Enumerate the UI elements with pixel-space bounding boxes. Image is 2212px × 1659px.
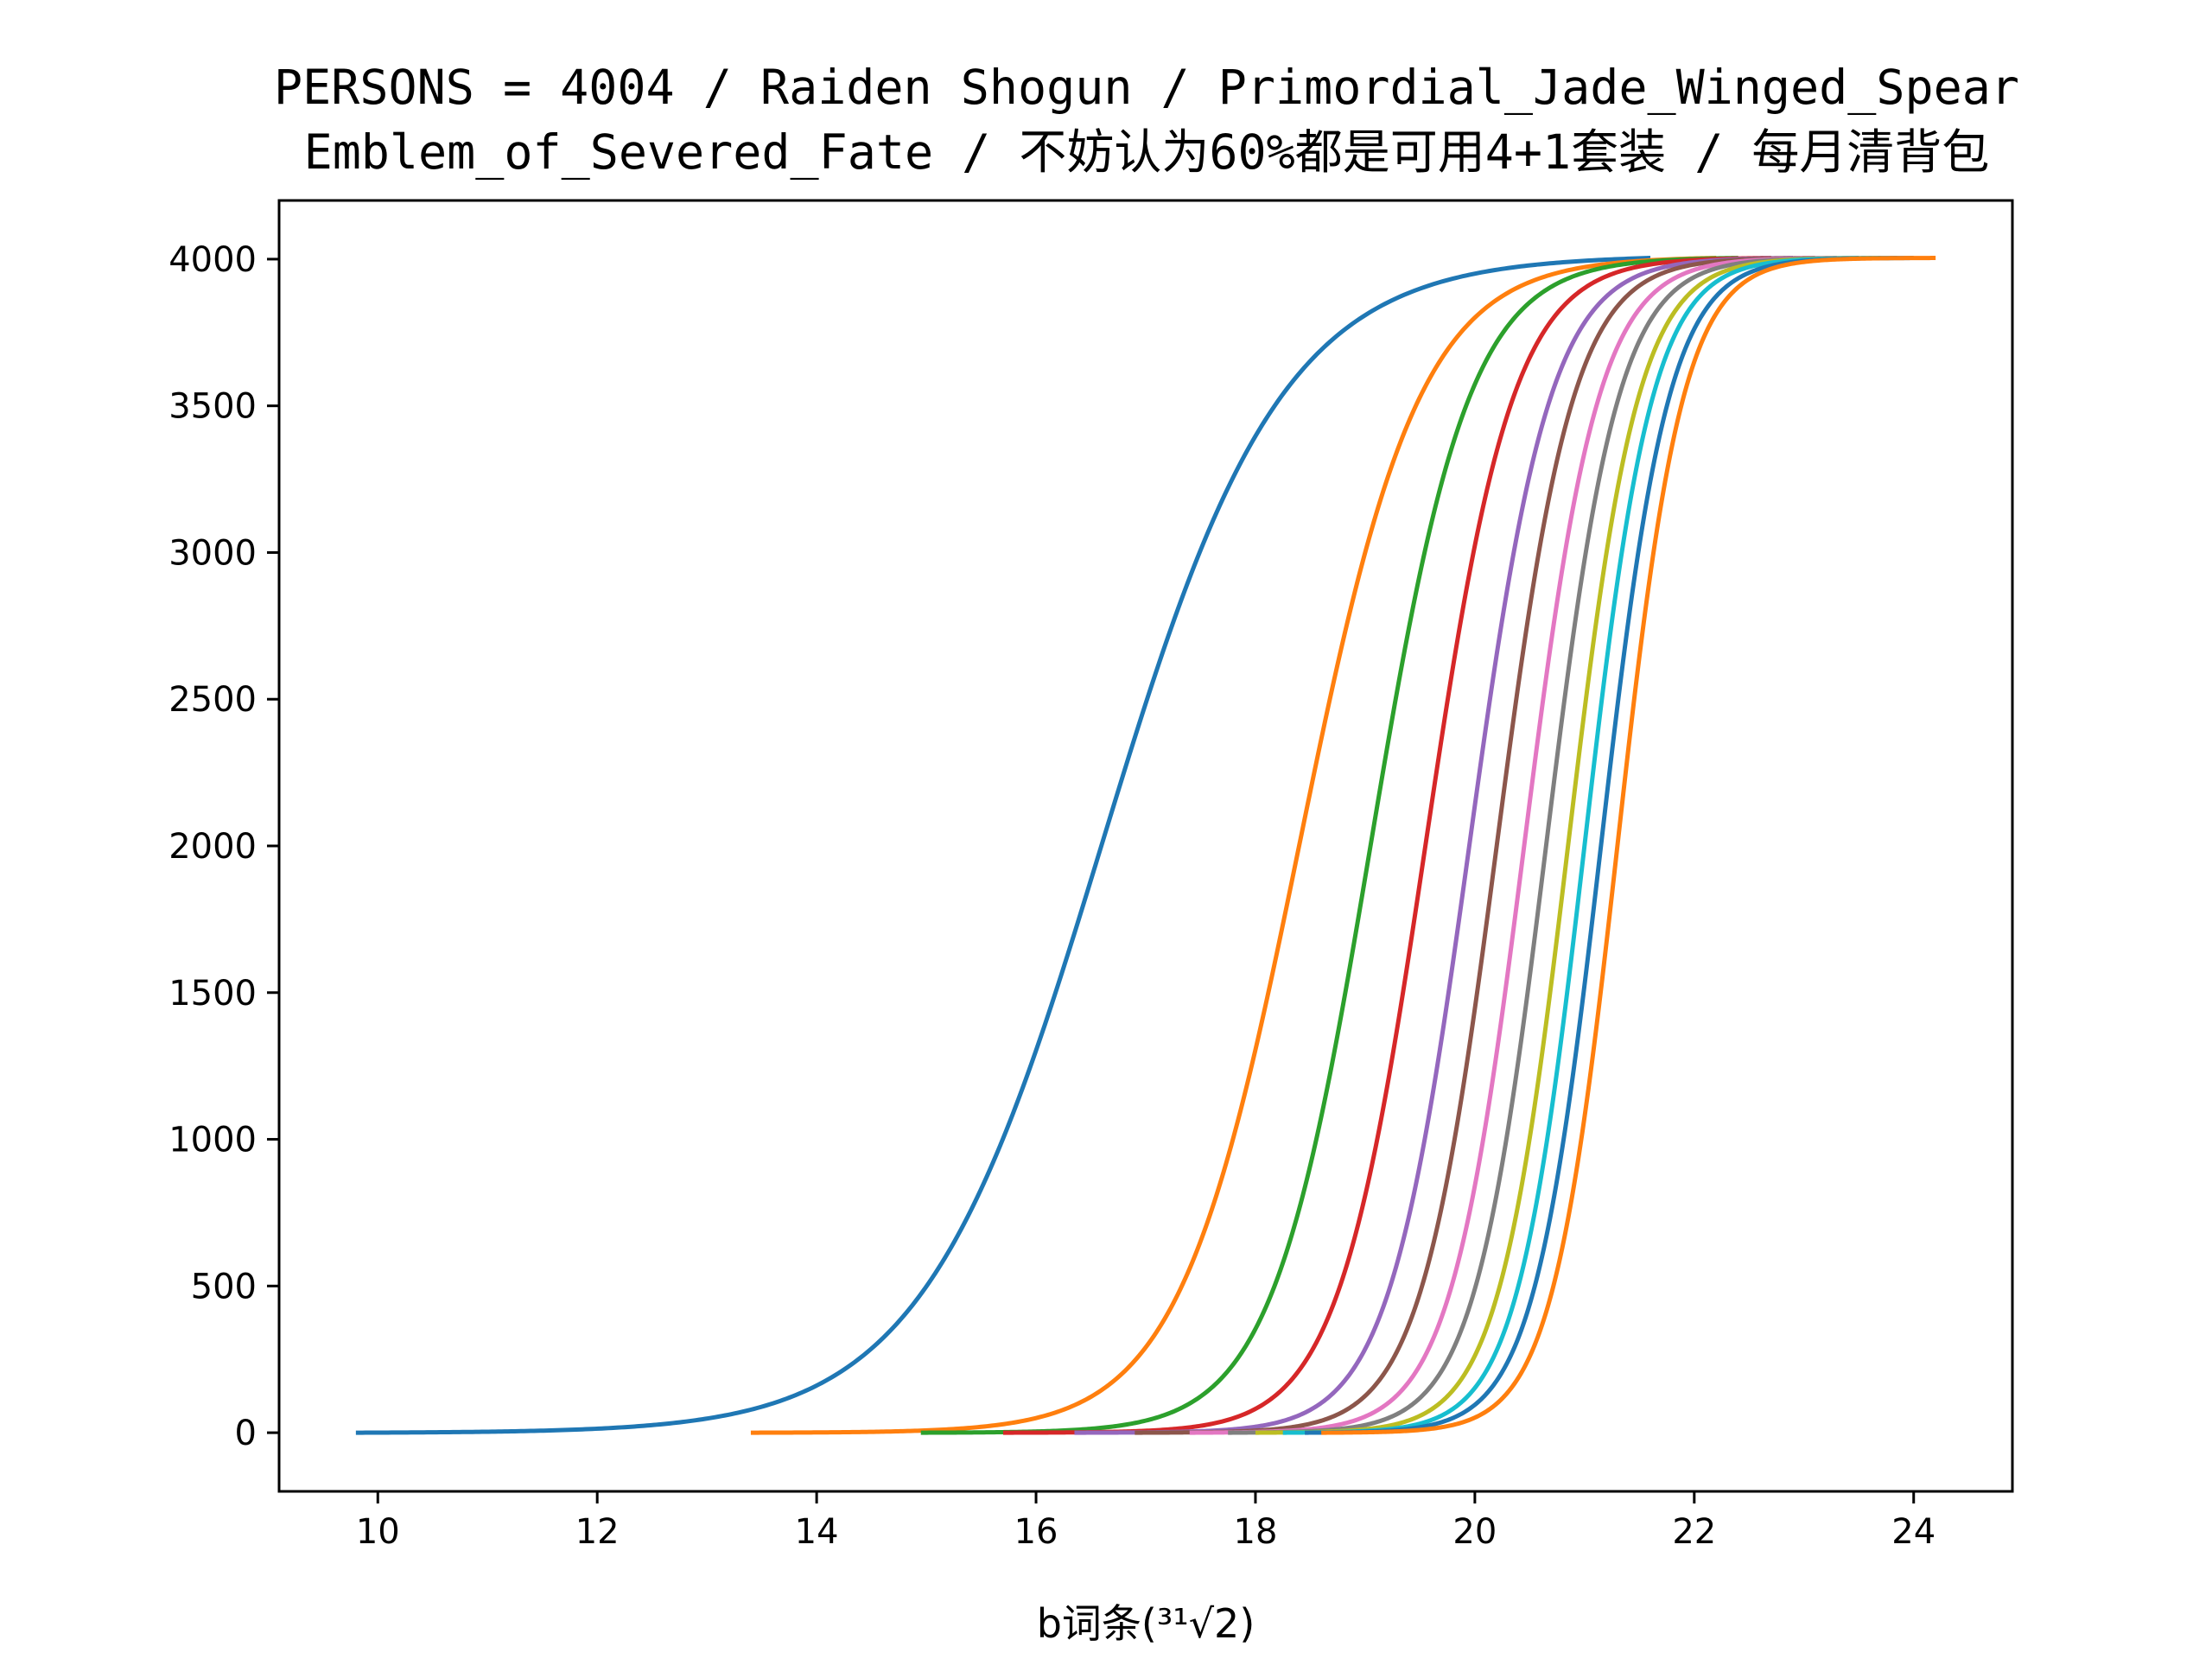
y-tick-label: 500 (191, 1267, 257, 1306)
series-line-12 (1320, 256, 1936, 1435)
y-tick-label: 2000 (168, 827, 257, 867)
series-line-1 (355, 256, 1651, 1435)
y-tick-label: 4000 (168, 240, 257, 280)
x-tick-label: 18 (1234, 1512, 1278, 1552)
x-tick-label: 22 (1672, 1512, 1716, 1552)
x-tick-label: 14 (795, 1512, 839, 1552)
y-axis-ticks: 0 500 1000 1500 2000 2500 3000 3500 4000 (168, 240, 279, 1453)
x-tick-label: 10 (356, 1512, 400, 1552)
x-tick-label: 16 (1014, 1512, 1058, 1552)
y-tick-label: 1000 (168, 1121, 257, 1160)
x-tick-label: 12 (575, 1512, 620, 1552)
x-axis-ticks: 10 12 14 16 18 20 22 24 (356, 1491, 1936, 1552)
y-tick-label: 1500 (168, 974, 257, 1014)
x-axis-label: b词条(³¹√2) (1037, 1600, 1255, 1647)
plot-frame (277, 199, 2014, 1493)
chart-title-line-2: Emblem_of_Severed_Fate / 不妨认为60%都是可用4+1套… (304, 124, 1990, 180)
y-tick-label: 0 (235, 1414, 257, 1453)
x-tick-label: 20 (1452, 1512, 1497, 1552)
x-tick-label: 24 (1891, 1512, 1936, 1552)
series-line-2 (750, 256, 1717, 1435)
plot-lines (355, 256, 1936, 1435)
y-tick-label: 3000 (168, 533, 257, 573)
y-tick-label: 3500 (168, 387, 257, 427)
y-tick-label: 2500 (168, 680, 257, 720)
chart-title-line-1: PERSONS = 4004 / Raiden Shogun / Primord… (274, 60, 2019, 115)
